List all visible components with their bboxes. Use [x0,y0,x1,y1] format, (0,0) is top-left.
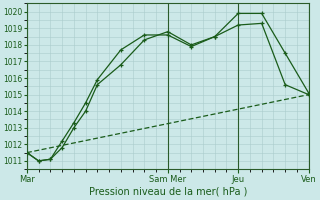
X-axis label: Pression niveau de la mer( hPa ): Pression niveau de la mer( hPa ) [89,187,247,197]
